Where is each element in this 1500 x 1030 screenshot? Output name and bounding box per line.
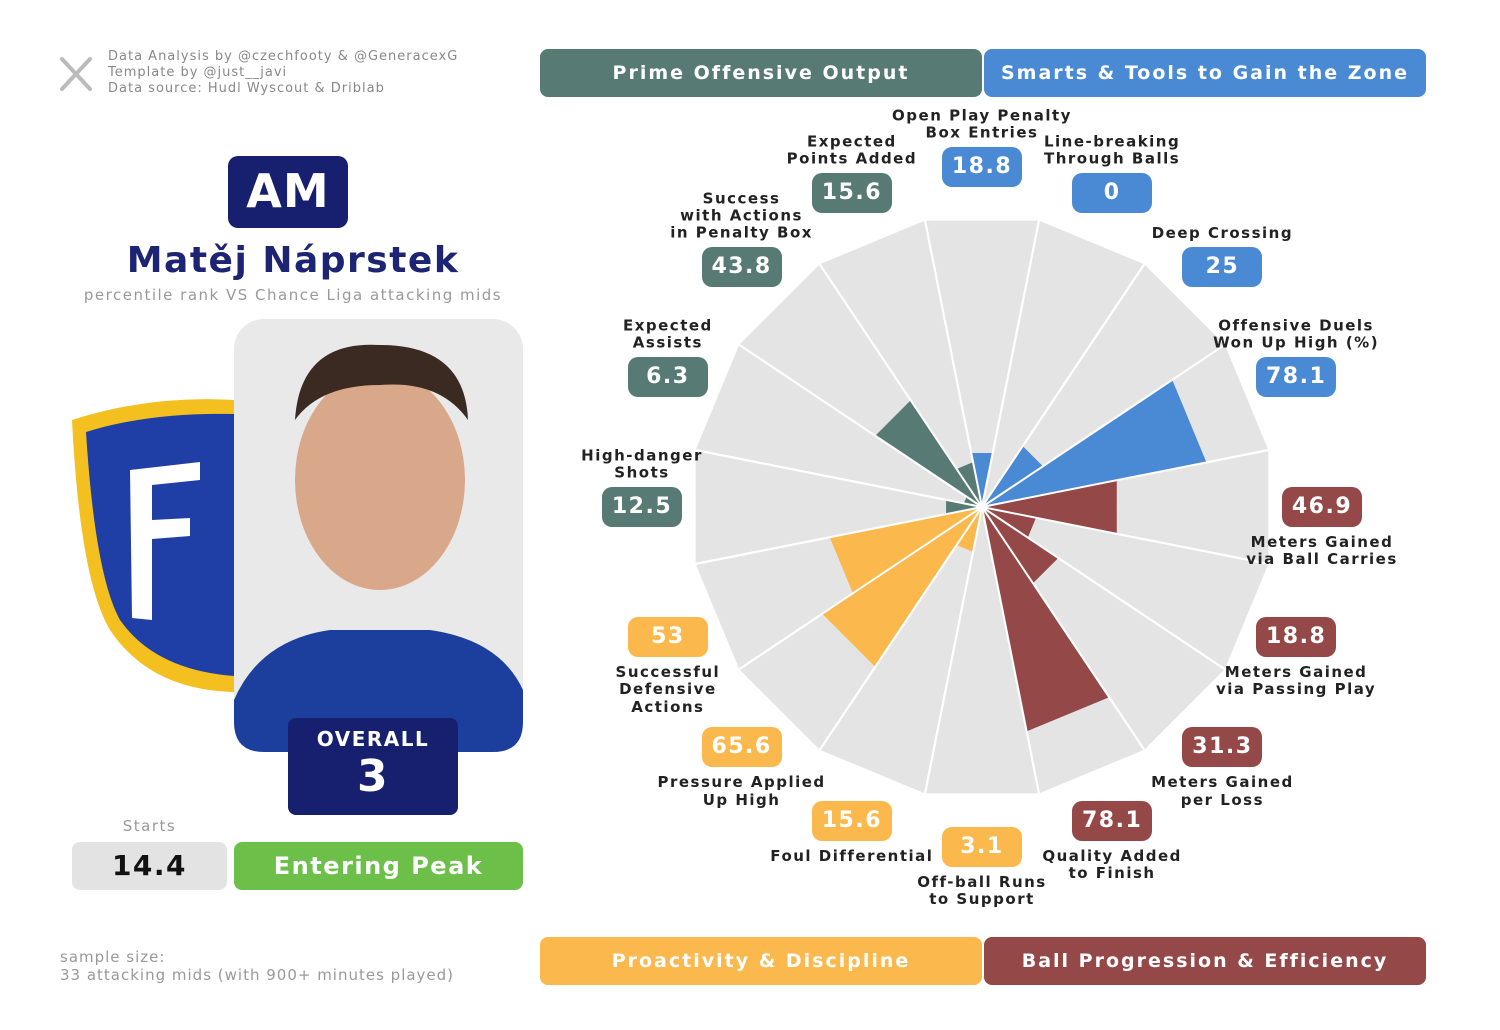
value-label: 6.3 bbox=[627, 356, 708, 397]
credit: Data Analysis by @czechfooty & @Generace… bbox=[108, 49, 459, 64]
category-label: Deep Crossing bbox=[1151, 223, 1294, 242]
value-label: 18.8 bbox=[942, 147, 1022, 187]
value-label: 65.6 bbox=[701, 727, 782, 768]
credit: Data source: Hudl Wyscout & Driblab bbox=[108, 81, 385, 96]
overall-label: OVERALL bbox=[316, 727, 430, 751]
value-label: 15.6 bbox=[811, 801, 892, 842]
spoke bbox=[923, 219, 983, 508]
overall-box bbox=[288, 718, 458, 815]
category-label: Quality Added to Finish bbox=[1042, 847, 1182, 883]
spoke bbox=[818, 506, 983, 752]
category-label: Expected Assists bbox=[622, 316, 713, 352]
spoke bbox=[923, 506, 983, 795]
value-label: 43.8 bbox=[701, 246, 782, 287]
category-label: Pressure Applied Up High bbox=[657, 773, 826, 809]
club-logo-letters bbox=[130, 462, 200, 620]
category-label: Off-ball Runs to Support bbox=[917, 873, 1047, 909]
spoke bbox=[981, 506, 1270, 566]
stage: Entering Peak bbox=[273, 852, 484, 880]
value-label: 78.1 bbox=[1256, 356, 1337, 397]
category-label: Meters Gained per Loss bbox=[1151, 773, 1294, 809]
value-label: 31.3 bbox=[1182, 727, 1263, 768]
player-face bbox=[295, 370, 465, 590]
value-label: 78.1 bbox=[1072, 801, 1153, 842]
spoke bbox=[981, 448, 1270, 508]
category-label: Line-breaking Through Balls bbox=[1043, 132, 1181, 168]
wedge bbox=[875, 400, 982, 507]
value-label: 18.8 bbox=[1256, 617, 1337, 658]
player-name: Matěj Náprstek bbox=[126, 240, 460, 281]
legend-entry: Proactivity & Discipline bbox=[540, 937, 982, 985]
category-label: Meters Gained via Passing Play bbox=[1216, 663, 1377, 699]
spoke bbox=[981, 506, 1227, 671]
spoke bbox=[981, 262, 1146, 508]
position: AM bbox=[246, 164, 330, 218]
overall-value: 3 bbox=[356, 751, 390, 802]
legend-entry: Ball Progression & Efficiency bbox=[984, 937, 1426, 985]
credit: Template by @just__javi bbox=[108, 65, 288, 80]
value-label: 15.6 bbox=[811, 172, 892, 213]
legend-entry: Prime Offensive Output bbox=[540, 49, 982, 97]
pizza-chart bbox=[693, 218, 1271, 796]
spoke bbox=[818, 262, 983, 508]
wedge bbox=[829, 507, 982, 594]
stage-box bbox=[234, 842, 523, 890]
category-label: Successful Defensive Actions bbox=[615, 663, 721, 716]
category-label: High-danger Shots bbox=[581, 446, 703, 482]
legend-entry: Smarts & Tools to Gain the Zone bbox=[984, 49, 1426, 97]
spoke bbox=[981, 506, 1146, 752]
spoke bbox=[737, 343, 983, 508]
wedge bbox=[946, 499, 982, 515]
value-label: 0 bbox=[1072, 172, 1153, 213]
player-hair bbox=[295, 344, 468, 420]
category-label: Success with Actions in Penalty Box bbox=[670, 188, 813, 242]
spoke bbox=[737, 506, 983, 671]
category-label: Offensive Duels Won Up High (%) bbox=[1213, 316, 1380, 352]
category-label: Open Play Penalty Box Entries bbox=[892, 106, 1072, 142]
category-label: Meters Gained via Ball Carries bbox=[1246, 533, 1398, 569]
wedge bbox=[982, 507, 1037, 538]
category-label: Expected Points Added bbox=[786, 132, 918, 168]
sample-size: sample size: bbox=[60, 948, 166, 966]
spoke bbox=[981, 343, 1227, 508]
position-badge bbox=[228, 156, 348, 228]
wedge bbox=[982, 379, 1207, 507]
x-logo bbox=[60, 57, 92, 91]
value-label: 53 bbox=[627, 617, 708, 658]
wedge bbox=[982, 480, 1117, 534]
spoke bbox=[981, 219, 1041, 508]
wedge bbox=[982, 507, 1059, 584]
spoke bbox=[694, 448, 983, 508]
spoke bbox=[981, 506, 1041, 795]
wedge bbox=[822, 507, 982, 667]
wedge bbox=[971, 452, 993, 507]
spoke bbox=[694, 506, 983, 566]
starts-label: Starts bbox=[122, 817, 177, 835]
club-logo-inner bbox=[86, 413, 234, 676]
value-label: 25 bbox=[1182, 246, 1263, 287]
value-label: 3.1 bbox=[942, 827, 1022, 867]
value-label: 46.9 bbox=[1282, 487, 1362, 527]
wedge bbox=[982, 446, 1043, 507]
category-label: Foul Differential bbox=[770, 847, 934, 866]
starts-value: 14.4 bbox=[111, 849, 188, 882]
wedge bbox=[982, 507, 1110, 732]
value-label: 12.5 bbox=[602, 487, 682, 527]
subtitle: percentile rank VS Chance Liga attacking… bbox=[83, 286, 503, 304]
starts-box bbox=[72, 842, 227, 890]
sample-size: 33 attacking mids (with 900+ minutes pla… bbox=[60, 966, 455, 984]
